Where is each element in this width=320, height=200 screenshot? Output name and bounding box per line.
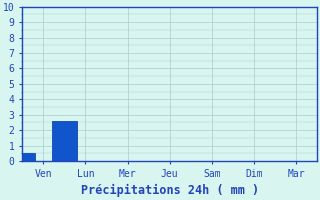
Bar	[52, 121, 77, 161]
Bar	[10, 153, 35, 161]
X-axis label: Précipitations 24h ( mm ): Précipitations 24h ( mm )	[81, 184, 259, 197]
